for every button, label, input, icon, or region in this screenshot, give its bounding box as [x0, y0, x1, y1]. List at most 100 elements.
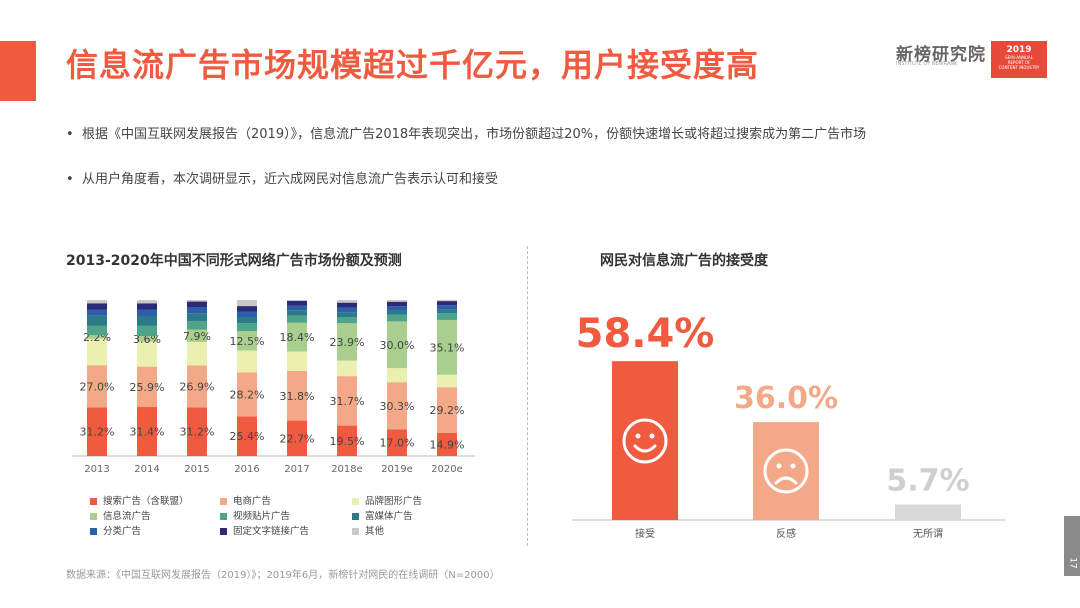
- bar-segment: [287, 300, 307, 306]
- bar-segment: [87, 325, 107, 336]
- smile-face-icon: [622, 418, 668, 464]
- data-label: 28.2%: [230, 388, 265, 401]
- report-badge-line: SEMI-ANNUAL: [1005, 55, 1033, 60]
- x-tick-label: 2018e: [331, 464, 363, 475]
- bar-segment: [387, 382, 407, 430]
- bar-segment: [237, 416, 257, 456]
- data-label: 5.7%: [886, 463, 969, 498]
- data-label: 58.4%: [576, 311, 715, 357]
- bar-segment: [437, 319, 457, 375]
- x-tick-label: 2020e: [431, 464, 463, 475]
- bar-segment: [187, 321, 207, 330]
- bar-segment: [287, 322, 307, 352]
- bar-segment: [187, 407, 207, 456]
- bar-segment: [437, 300, 457, 302]
- bar-segment: [87, 309, 107, 316]
- legend-item: 品牌图形广告: [352, 493, 422, 507]
- bar: [753, 422, 819, 520]
- bar-segment: [287, 351, 307, 371]
- data-label: 25.9%: [130, 381, 165, 394]
- bar-segment: [87, 365, 107, 408]
- left-chart-title: 2013-2020年中国不同形式网络广告市场份额及预测: [66, 253, 402, 269]
- smile-face-icon: [649, 433, 655, 439]
- bar-segment: [337, 302, 357, 308]
- legend-label: 视频贴片广告: [233, 511, 291, 522]
- data-label: 35.1%: [430, 341, 465, 354]
- bar-segment: [237, 300, 257, 307]
- page-number-tab: 17: [1064, 516, 1080, 576]
- bar-segment: [437, 305, 457, 310]
- legend-item: 视频贴片广告: [220, 508, 290, 522]
- bar: [895, 504, 961, 520]
- brand-subtitle: INSTITUTE OF NEWRANK: [896, 61, 958, 67]
- bar-segment: [387, 301, 407, 307]
- data-label: 17.0%: [380, 437, 415, 450]
- bar-segment: [387, 310, 407, 315]
- bar-segment: [187, 307, 207, 314]
- report-badge-line: CONTENT INDUSTRY: [998, 65, 1040, 70]
- bar-segment: [137, 303, 157, 310]
- bar-segment: [437, 387, 457, 433]
- bar-segment: [137, 366, 157, 408]
- legend-swatch: [220, 498, 227, 505]
- bar-segment: [87, 407, 107, 456]
- bar-segment: [137, 336, 157, 342]
- data-label: 30.3%: [380, 400, 415, 413]
- x-tick-label: 2017: [284, 464, 309, 475]
- bar-segment: [237, 331, 257, 351]
- frown-face-icon: [774, 476, 798, 485]
- bar-segment: [137, 309, 157, 317]
- data-label: 23.9%: [330, 336, 365, 349]
- data-label: 7.9%: [183, 330, 211, 343]
- frown-face-icon: [776, 463, 782, 469]
- data-label: 3.6%: [133, 333, 161, 346]
- page-number: 17: [1067, 557, 1078, 569]
- legend-label: 搜索广告（含联盟）: [103, 496, 189, 507]
- bar-segment: [237, 317, 257, 324]
- bar-segment: [237, 323, 257, 332]
- data-label: 14.9%: [430, 438, 465, 451]
- bar-segment: [287, 310, 307, 316]
- bullet-list: • 根据《中国互联网发展报告（2019）》，信息流广告2018年表现突出，市场份额…: [66, 123, 866, 213]
- bar-segment: [287, 370, 307, 421]
- data-label: 27.0%: [80, 380, 115, 393]
- bar-segment: [437, 432, 457, 456]
- legend-item: 电商广告: [220, 493, 271, 507]
- report-badge-line: REPORT OF: [1007, 60, 1031, 65]
- legend-label: 分类广告: [103, 526, 142, 537]
- data-label: 31.2%: [80, 426, 115, 439]
- bar-segment: [137, 407, 157, 456]
- bar-segment: [87, 315, 107, 326]
- x-tick-label: 接受: [635, 527, 655, 540]
- legend-item: 富媒体广告: [352, 508, 413, 522]
- bar-segment: [337, 317, 357, 324]
- bar-segment: [387, 321, 407, 369]
- bar-segment: [287, 300, 307, 301]
- title-accent-bar: [0, 41, 36, 101]
- legend-label: 电商广告: [233, 496, 272, 507]
- legend-label: 其他: [365, 526, 385, 537]
- legend-swatch: [352, 528, 359, 535]
- data-label: 22.7%: [280, 432, 315, 445]
- data-label: 31.2%: [180, 426, 215, 439]
- bar: [612, 361, 678, 520]
- bar-segment: [337, 300, 357, 303]
- legend-label: 富媒体广告: [365, 511, 413, 522]
- x-tick-label: 反感: [776, 527, 796, 540]
- data-label: 26.9%: [180, 380, 215, 393]
- bar-segment: [437, 309, 457, 314]
- x-tick-label: 2014: [134, 464, 159, 475]
- bar-segment: [387, 306, 407, 311]
- bullet-item: • 根据《中国互联网发展报告（2019）》，信息流广告2018年表现突出，市场份额…: [66, 127, 867, 142]
- data-label: 30.0%: [380, 339, 415, 352]
- legend-swatch: [90, 528, 97, 535]
- data-label: 31.8%: [280, 390, 315, 403]
- data-label: 12.5%: [230, 335, 265, 348]
- bar-segment: [87, 335, 107, 339]
- bar-segment: [287, 420, 307, 456]
- legend-item: 信息流广告: [90, 508, 151, 522]
- x-tick-label: 2019e: [381, 464, 413, 475]
- bar-segment: [437, 374, 457, 388]
- legend-swatch: [352, 498, 359, 505]
- bar-segment: [137, 316, 157, 326]
